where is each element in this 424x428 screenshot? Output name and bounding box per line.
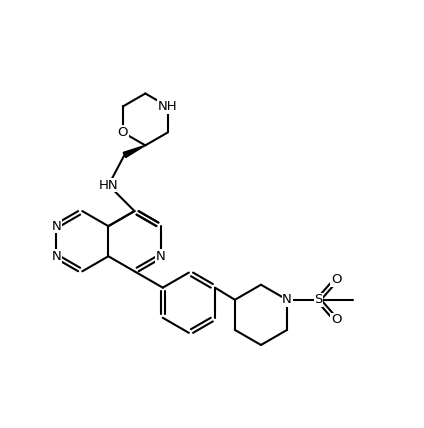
Text: HN: HN (99, 178, 118, 192)
Text: N: N (156, 250, 165, 263)
Text: NH: NH (158, 100, 178, 113)
Text: N: N (51, 220, 61, 233)
Text: O: O (331, 313, 341, 327)
Text: N: N (51, 250, 61, 263)
Text: O: O (117, 126, 128, 139)
Text: N: N (282, 293, 292, 306)
Text: S: S (314, 293, 323, 306)
Polygon shape (123, 146, 145, 158)
Text: O: O (331, 273, 341, 286)
